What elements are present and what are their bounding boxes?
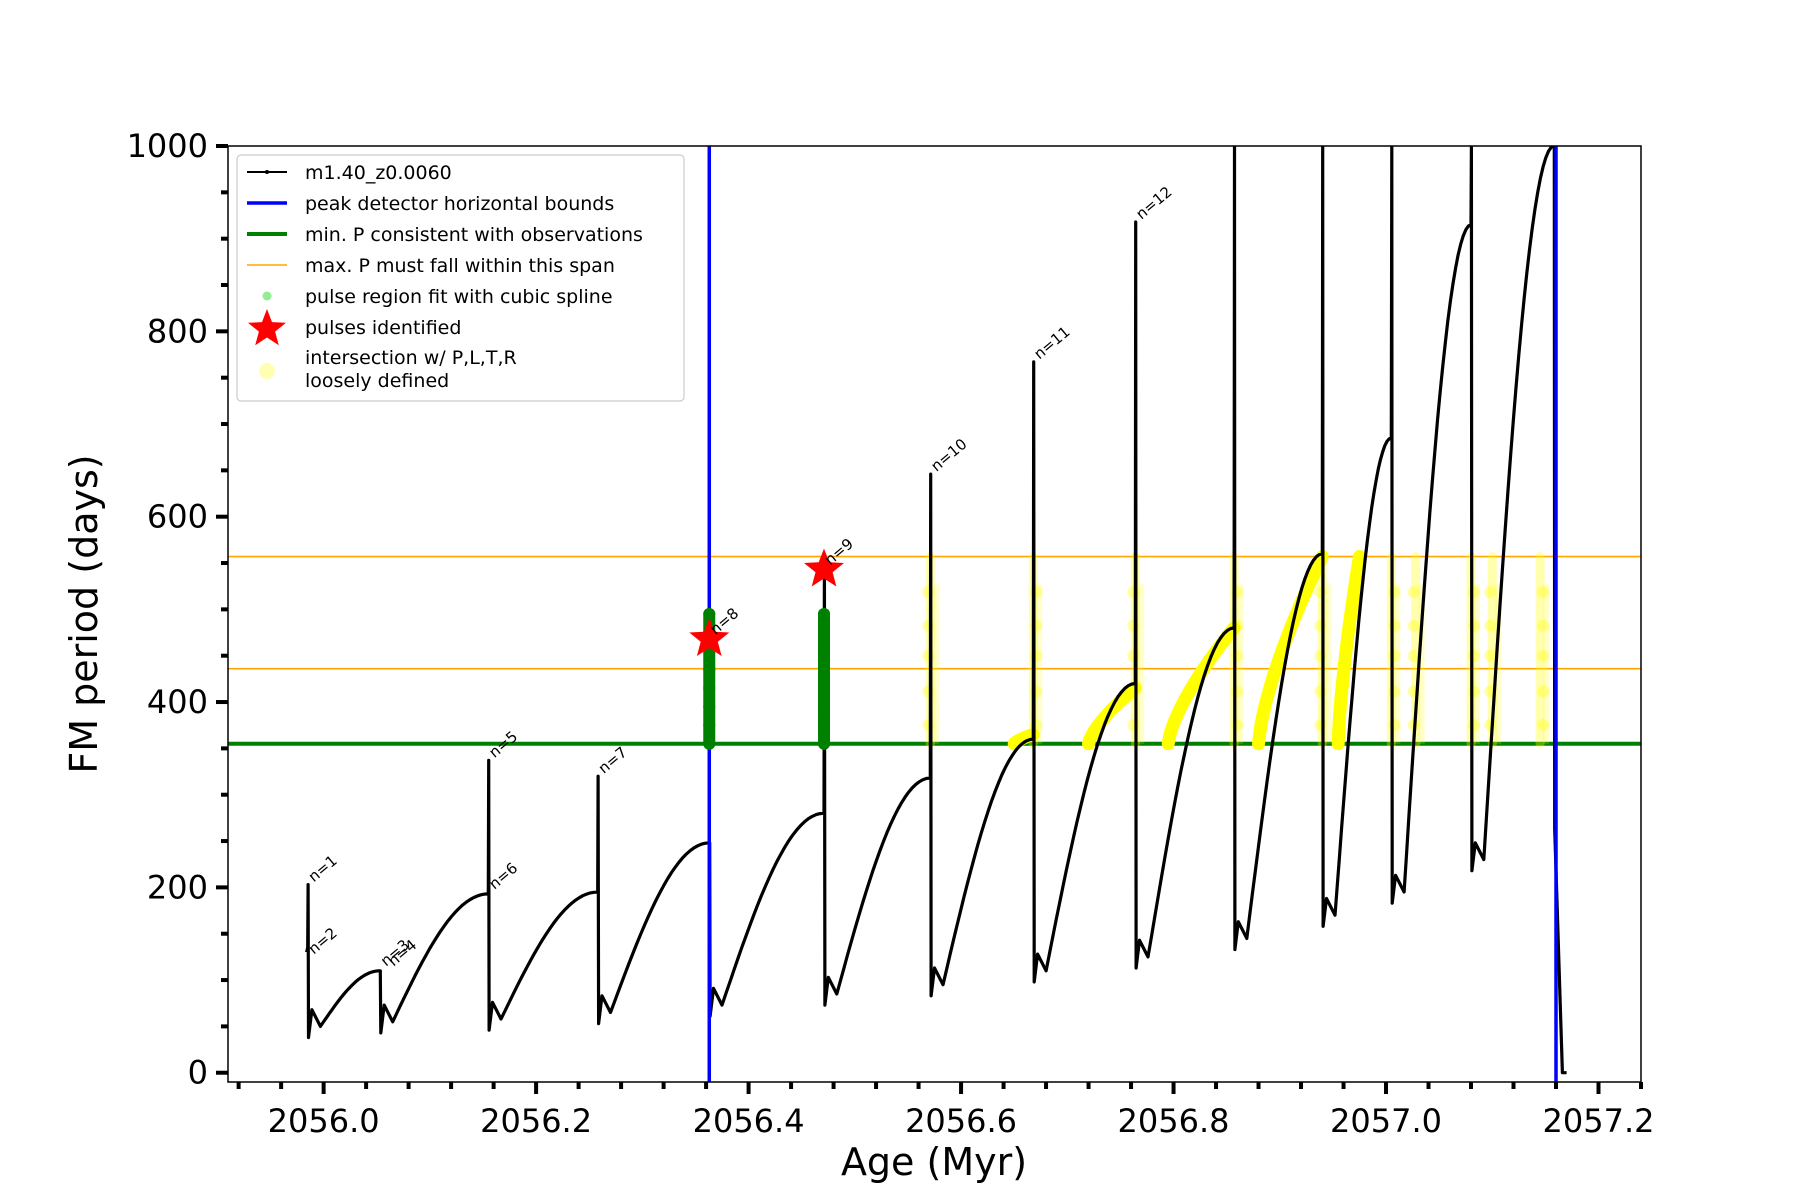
loose-point	[1537, 685, 1550, 698]
loose-point	[1537, 649, 1550, 662]
loose-point	[1231, 719, 1244, 732]
y-axis-label: FM period (days)	[62, 454, 106, 773]
track-line	[305, 146, 1567, 1075]
legend-pulse-star	[248, 309, 286, 346]
pulse-label: n=11	[1030, 323, 1073, 363]
spline-point	[818, 682, 831, 695]
legend-spline-marker	[262, 291, 272, 301]
spline-point	[818, 737, 831, 750]
pulse-label: n=5	[485, 727, 521, 761]
loose-point	[1484, 619, 1497, 632]
legend-spline-label: pulse region fit with cubic spline	[305, 286, 613, 308]
spline-point	[703, 719, 716, 732]
pulse-label: n=7	[595, 743, 631, 777]
loose-point	[922, 586, 935, 599]
loose-point	[1388, 719, 1401, 732]
loose-point	[1388, 649, 1401, 662]
spline-point	[703, 663, 716, 676]
loose-point	[1484, 649, 1497, 662]
loose-point	[1468, 586, 1481, 599]
loose-point	[922, 619, 935, 632]
pulse-label: n=2	[305, 924, 341, 958]
loose-point	[1468, 719, 1481, 732]
loose-point	[1537, 619, 1550, 632]
loose-point	[1407, 586, 1420, 599]
y-tick-label: 600	[147, 498, 208, 536]
loose-arc	[1007, 728, 1040, 751]
spline-point	[703, 700, 716, 713]
legend-loose-label-line1: intersection w/ P,L,T,R	[305, 347, 517, 369]
x-tick-label: 2056.4	[693, 1102, 805, 1140]
loose-point	[1484, 719, 1497, 732]
spline-point	[703, 737, 716, 750]
loose-point	[1468, 619, 1481, 632]
pulse-label: n=12	[1132, 183, 1175, 223]
spline-point	[818, 719, 831, 732]
legend-box	[236, 154, 685, 402]
spline-point	[818, 608, 831, 620]
pulse-star	[804, 548, 844, 587]
legend-track-marker	[265, 170, 269, 174]
loose-point	[1537, 586, 1550, 599]
loose-arc	[1082, 681, 1142, 751]
spline-point	[818, 645, 831, 658]
loose-point	[1231, 649, 1244, 662]
pulse-label: n=1	[305, 852, 341, 886]
loose-arc	[1331, 550, 1366, 751]
x-tick-label: 2057.0	[1330, 1102, 1442, 1140]
loose-point	[1388, 685, 1401, 698]
loose-point	[1484, 586, 1497, 599]
legend-min-period-label: min. P consistent with observations	[305, 224, 643, 246]
x-tick-label: 2057.2	[1543, 1102, 1655, 1140]
legend-max-period-label: max. P must fall within this span	[305, 255, 615, 277]
loose-point	[1468, 649, 1481, 662]
legend-track-label: m1.40_z0.0060	[305, 162, 452, 184]
spline-point	[818, 626, 831, 639]
y-tick-label: 400	[147, 683, 208, 721]
spline-point	[703, 682, 716, 695]
x-tick-label: 2056.2	[480, 1102, 592, 1140]
pulse-star	[689, 618, 730, 656]
legend-loose-label-line2: loosely defined	[305, 370, 449, 392]
legend-loose-marker	[259, 363, 275, 379]
x-tick-label: 2056.6	[905, 1102, 1017, 1140]
loose-point	[1537, 719, 1550, 732]
pulse-label: n=10	[927, 435, 970, 475]
loose-arc	[1252, 550, 1329, 751]
x-tick-label: 2056.8	[1118, 1102, 1230, 1140]
spline-point	[818, 700, 831, 713]
loose-point	[1407, 619, 1420, 632]
legend-pulses-label: pulses identified	[305, 317, 461, 339]
legend-bounds-label: peak detector horizontal bounds	[305, 193, 614, 215]
y-tick-label: 1000	[127, 127, 208, 165]
spline-point	[818, 663, 831, 676]
loose-point	[1231, 685, 1244, 698]
y-tick-label: 0	[188, 1054, 208, 1092]
plot-frame	[227, 145, 1642, 1083]
y-tick-label: 200	[147, 868, 208, 906]
pulse-label: n=6	[485, 859, 521, 893]
loose-point	[1388, 586, 1401, 599]
loose-point	[922, 649, 935, 662]
loose-arc	[1161, 621, 1241, 751]
loose-point	[1407, 649, 1420, 662]
spline-point	[703, 608, 716, 620]
loose-point	[1388, 619, 1401, 632]
x-axis-label: Age (Myr)	[841, 1140, 1027, 1184]
loose-point	[1468, 685, 1481, 698]
x-tick-label: 2056.0	[268, 1102, 380, 1140]
y-tick-label: 800	[147, 312, 208, 350]
